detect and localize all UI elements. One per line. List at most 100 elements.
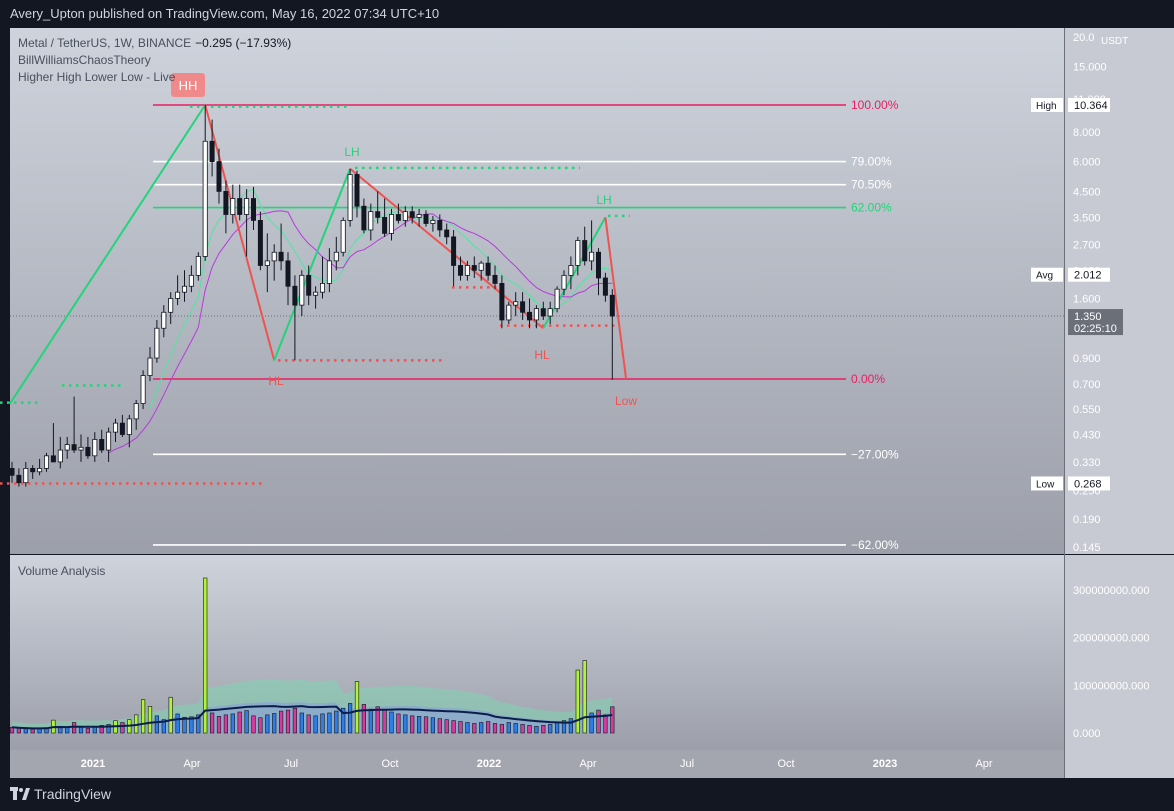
candle-body	[230, 198, 236, 215]
candle	[340, 217, 346, 257]
price-pane-background	[10, 28, 1064, 554]
candle-body	[216, 161, 222, 192]
time-tick: Oct	[381, 758, 398, 770]
swing-label-hh: HH	[171, 73, 205, 97]
candle-body	[202, 140, 208, 257]
volume-bar	[354, 681, 360, 734]
indicator-2-name[interactable]: Higher High Lower Low - Live	[18, 70, 176, 84]
volume-axis: 300000000.000 200000000.000 100000000.000 0…	[1073, 585, 1149, 740]
price-tick: 4.500	[1073, 186, 1101, 198]
fib-label-2: 70.50%	[851, 178, 892, 192]
candle-body	[106, 431, 112, 451]
volume-bar	[147, 705, 153, 734]
volume-bar	[23, 728, 28, 734]
candle-body	[154, 327, 160, 359]
volume-bar	[65, 726, 70, 734]
candle	[161, 305, 167, 338]
candle	[154, 319, 160, 363]
volume-bar	[444, 719, 449, 734]
volume-bar	[506, 722, 511, 734]
candle-body	[175, 291, 181, 299]
volume-bar	[375, 706, 380, 734]
candle	[561, 270, 567, 296]
price-tick: 0.550	[1073, 404, 1101, 416]
candle-body	[520, 301, 526, 313]
candle	[540, 301, 546, 320]
candle-body	[113, 422, 119, 433]
fib-label-0: 100.00%	[851, 98, 899, 112]
candle-body	[119, 422, 125, 435]
volume-bar	[492, 723, 498, 734]
candle	[354, 170, 360, 218]
candle	[168, 292, 174, 325]
candle	[299, 270, 305, 317]
zigzag-seg-1	[204, 104, 276, 361]
candle-body	[527, 311, 533, 321]
candle-body	[37, 467, 43, 473]
candle	[133, 400, 139, 430]
price-tick: 6.000	[1073, 157, 1101, 169]
symbol-title[interactable]: Metal / TetherUS, 1W, BINANCE	[18, 36, 192, 50]
indicator-1-name[interactable]: BillWilliamsChaosTheory	[18, 53, 151, 67]
candle	[589, 220, 595, 271]
volume-tick: 200000000.000	[1073, 633, 1149, 645]
volume-bar	[334, 710, 339, 734]
candle-body	[71, 444, 77, 451]
candle	[37, 458, 43, 476]
candle-body	[285, 260, 291, 287]
price-tick: 0.330	[1073, 457, 1101, 469]
tradingview-logo[interactable]: TradingView	[10, 786, 111, 802]
volume-bar	[85, 727, 90, 734]
volume-bar	[189, 716, 194, 734]
volume-bar	[210, 712, 215, 734]
volume-pane-title[interactable]: Volume Analysis	[18, 564, 106, 578]
price-tick: 3.500	[1073, 212, 1101, 224]
candle	[237, 184, 243, 221]
candle	[444, 223, 450, 245]
volume-bar	[320, 713, 325, 734]
candle-body	[347, 174, 353, 221]
candle-body	[237, 198, 243, 215]
volume-bar	[223, 714, 229, 734]
candle	[347, 168, 353, 227]
candle-body	[409, 211, 415, 218]
ma-slow-line	[108, 210, 613, 454]
candle-body	[271, 251, 277, 262]
candle-body	[492, 274, 498, 284]
candle	[209, 119, 215, 177]
zigzag-seg-5	[604, 217, 628, 380]
candle	[485, 256, 491, 281]
candle-body	[319, 283, 325, 293]
candle	[416, 208, 422, 227]
swing-label-1: LH	[596, 193, 611, 207]
candle	[520, 292, 526, 320]
volume-bar	[485, 721, 491, 734]
candle	[188, 265, 194, 293]
time-tick: Apr	[579, 758, 596, 770]
candle-body	[168, 298, 174, 313]
volume-bar	[182, 716, 187, 734]
volume-bar	[472, 723, 477, 734]
candle	[216, 148, 222, 204]
swing-label-2: HL	[268, 374, 284, 388]
volume-bar	[361, 704, 367, 734]
swing-label-3: HL	[534, 348, 550, 362]
time-axis[interactable]: 2021 Apr Jul Oct 2022 Apr Jul Oct 2023 Apr	[81, 758, 993, 770]
price-axis[interactable]: 20.015.00011.0008.0006.0004.5003.5002.70…	[1031, 32, 1128, 554]
candle	[50, 423, 56, 463]
publisher-bar: Avery_Upton published on TradingView.com…	[0, 0, 1174, 28]
candle-body	[209, 140, 215, 162]
brand-name: TradingView	[34, 786, 112, 802]
candle	[506, 301, 512, 325]
price-tick: 0.145	[1073, 542, 1101, 554]
candle	[478, 260, 484, 281]
candle	[85, 436, 91, 459]
candle-body	[589, 251, 595, 262]
candle-body	[306, 274, 312, 296]
candle-body	[188, 274, 194, 287]
chart-canvas[interactable]: 100.00% 79.00% 70.50% 62.00% 0.00% −27.00% −62…	[0, 28, 1174, 778]
candle-body	[451, 236, 457, 266]
bar-countdown: 02:25:10	[1074, 323, 1117, 335]
candle-body	[478, 262, 484, 271]
volume-bar	[451, 720, 456, 734]
